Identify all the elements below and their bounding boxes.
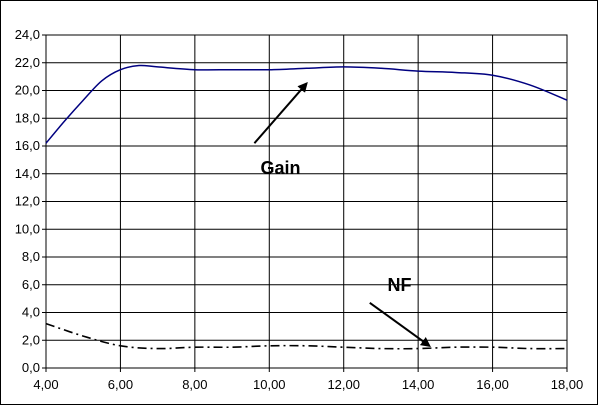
annotation-label-nf: NF — [388, 275, 412, 295]
y-tick-label: 4,0 — [22, 305, 40, 320]
x-tick-label: 18,00 — [551, 377, 584, 392]
series-line-nf — [45, 322, 568, 350]
y-tick-label: 0,0 — [22, 360, 40, 375]
y-tick-label: 10,0 — [15, 221, 40, 236]
x-tick-label: 4,00 — [33, 377, 58, 392]
x-tick-label: 10,00 — [253, 377, 286, 392]
y-tick-label: 8,0 — [22, 249, 40, 264]
plot-area-border — [45, 34, 568, 369]
x-tick-label: 14,00 — [402, 377, 435, 392]
y-tick-label: 22,0 — [15, 55, 40, 70]
y-tick-label: 18,0 — [15, 110, 40, 125]
y-tick-label: 12,0 — [15, 194, 40, 209]
y-tick-label: 2,0 — [22, 332, 40, 347]
axes: 0,0 2,0 4,0 6,0 8,0 10,0 12,0 14,0 16,0 18,0 20,0 2… — [15, 27, 584, 392]
x-tick-label: 8,00 — [182, 377, 207, 392]
y-tick-label: 16,0 — [15, 138, 40, 153]
x-tick-label: 12,00 — [327, 377, 360, 392]
series-layer — [45, 64, 568, 350]
y-tick-label: 6,0 — [22, 277, 40, 292]
x-tick-label: 6,00 — [108, 377, 133, 392]
y-tick-label: 14,0 — [15, 166, 40, 181]
annotation-arrow-gain — [253, 82, 308, 144]
y-tick-label: 24,0 — [15, 27, 40, 42]
x-tick-label: 16,00 — [476, 377, 509, 392]
series-line-gain — [45, 64, 568, 144]
annotations: Gain NF — [253, 82, 431, 347]
annotation-label-gain: Gain — [260, 158, 300, 178]
annotation-arrow-nf — [369, 301, 431, 347]
y-tick-label: 20,0 — [15, 83, 40, 98]
